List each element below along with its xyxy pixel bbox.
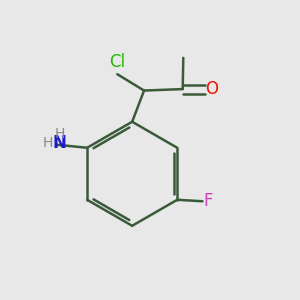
Text: H: H	[43, 136, 53, 150]
Text: O: O	[205, 80, 218, 98]
Text: N: N	[53, 134, 67, 152]
Text: H: H	[55, 127, 65, 140]
Text: Cl: Cl	[109, 52, 125, 70]
Text: F: F	[203, 192, 213, 210]
